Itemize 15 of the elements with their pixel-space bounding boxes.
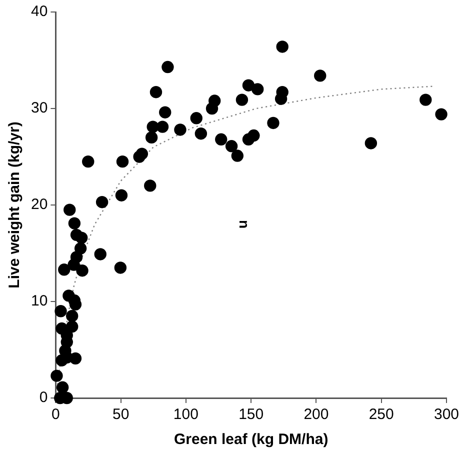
x-tick-label: 100 bbox=[173, 406, 198, 424]
annotation: n bbox=[236, 220, 252, 229]
x-tick-label: 300 bbox=[434, 406, 459, 424]
x-tick-label: 50 bbox=[112, 406, 130, 424]
x-tick-label: 200 bbox=[304, 406, 329, 424]
x-tick-label: 150 bbox=[238, 406, 264, 424]
x-tick-label: 250 bbox=[368, 406, 394, 424]
y-tick-label: 40 bbox=[30, 3, 48, 20]
x-axis-title: Green leaf (kg DM/ha) bbox=[174, 431, 328, 448]
y-tick-label: 0 bbox=[39, 389, 48, 406]
x-tick-label: 0 bbox=[52, 406, 60, 424]
y-axis-title: Live weight gain (kg/yr) bbox=[6, 122, 24, 288]
y-tick-label: 10 bbox=[30, 292, 48, 310]
y-tick-label: 30 bbox=[30, 100, 48, 117]
y-tick-label: 20 bbox=[30, 196, 48, 214]
